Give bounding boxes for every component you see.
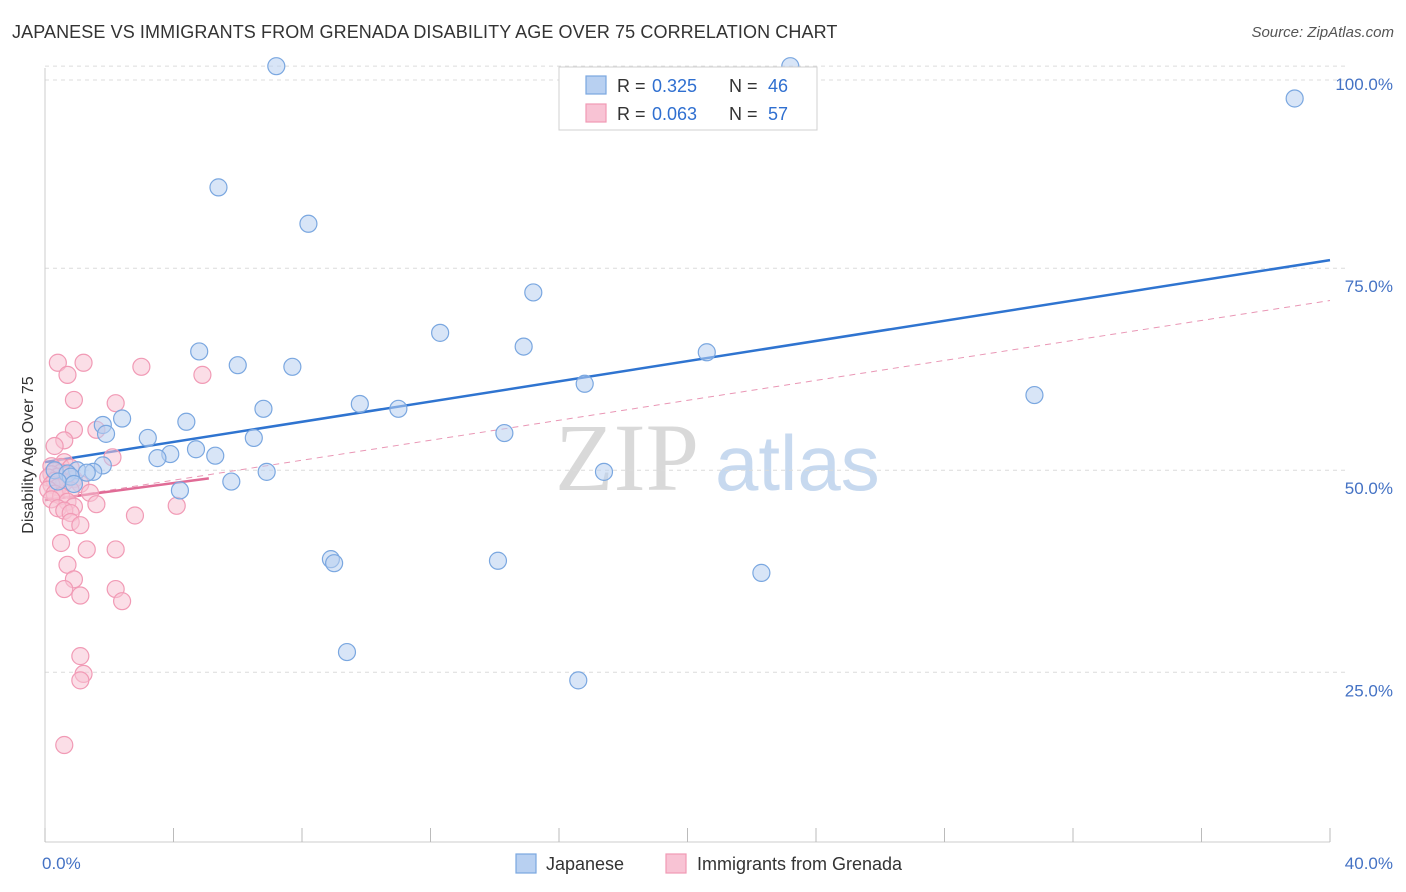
point-grenada-4	[58, 365, 77, 384]
y-tick-label-2: 75.0%	[1345, 277, 1393, 296]
legend-n-value-grenada: 57	[768, 104, 788, 124]
legend-n-label-grenada: N =	[729, 104, 758, 124]
point-japanese-10	[228, 356, 247, 375]
point-japanese-18	[177, 412, 196, 431]
point-japanese-34	[594, 462, 614, 481]
legend-r-value-japanese: 0.325	[652, 76, 697, 96]
y-tick-label-1: 50.0%	[1345, 479, 1393, 498]
point-japanese-26	[206, 446, 225, 465]
legend-swatch-grenada	[585, 103, 607, 123]
point-japanese-23	[244, 428, 263, 448]
point-grenada-56	[55, 735, 74, 755]
point-grenada-6	[64, 390, 84, 410]
axes	[44, 68, 1331, 843]
point-japanese-14	[350, 394, 369, 414]
point-grenada-1	[74, 353, 93, 372]
point-grenada-53	[71, 647, 90, 666]
point-japanese-21	[495, 423, 514, 443]
point-grenada-51	[71, 586, 90, 605]
bottom-legend-swatch-grenada	[665, 853, 687, 874]
point-grenada-3	[193, 365, 212, 384]
point-japanese-46	[569, 671, 588, 690]
legend-r-value-grenada: 0.063	[652, 104, 697, 124]
y-tick-label-0: 25.0%	[1345, 681, 1393, 700]
bottom-legend-label-japanese: Japanese	[546, 854, 624, 874]
bottom-legend-label-grenada: Immigrants from Grenada	[697, 854, 903, 874]
y-axis-title: Disability Age Over 75	[20, 376, 37, 534]
point-japanese-44	[752, 563, 771, 582]
point-grenada-55	[71, 671, 90, 690]
point-japanese-39	[64, 474, 84, 494]
source-label: Source: ZipAtlas.com	[1251, 24, 1394, 41]
point-japanese-6	[431, 323, 450, 342]
point-japanese-38	[222, 472, 241, 491]
point-grenada-2	[132, 357, 151, 376]
point-grenada-5	[106, 394, 125, 413]
point-grenada-39	[167, 496, 186, 515]
x-tick-label-0: 0.0%	[42, 854, 81, 873]
point-grenada-46	[106, 540, 125, 559]
point-japanese-20	[96, 424, 116, 443]
bottom-legend-swatch-japanese	[515, 853, 537, 874]
point-japanese-3	[209, 178, 228, 197]
y-tick-label-3: 100.0%	[1335, 75, 1393, 94]
bottom-legend: Japanese Immigrants from Grenada	[515, 853, 903, 874]
point-grenada-35	[87, 495, 106, 514]
point-japanese-22	[138, 428, 157, 448]
legend-r-label-japanese: R =	[617, 76, 646, 96]
point-japanese-45	[337, 642, 357, 662]
point-japanese-8	[190, 342, 209, 361]
point-grenada-43	[71, 516, 90, 535]
point-japanese-24	[186, 440, 206, 459]
trend-line-grenada-extended	[44, 300, 1331, 501]
point-japanese-27	[148, 449, 167, 468]
point-japanese-2	[1285, 89, 1304, 108]
point-japanese-12	[575, 374, 594, 393]
point-grenada-45	[77, 540, 96, 559]
legend-r-label-grenada: R =	[617, 104, 646, 124]
point-japanese-0	[267, 57, 286, 76]
legend-swatch-japanese	[585, 75, 607, 95]
point-japanese-15	[389, 399, 408, 418]
point-japanese-40	[170, 481, 190, 500]
trend-line-japanese	[44, 258, 1331, 464]
chart-title: JAPANESE VS IMMIGRANTS FROM GRENADA DISA…	[12, 22, 838, 42]
point-japanese-7	[514, 337, 533, 356]
watermark-zip: ZIP	[555, 404, 699, 511]
tick-labels: 25.0% 50.0% 75.0% 100.0% 0.0% 40.0%	[42, 75, 1393, 873]
point-grenada-44	[51, 533, 71, 553]
point-japanese-43	[488, 551, 508, 570]
watermark-atlas: atlas	[715, 419, 880, 507]
point-grenada-52	[112, 592, 132, 611]
data-points	[39, 57, 1304, 755]
point-japanese-11	[283, 357, 302, 376]
x-tick-label-1: 40.0%	[1345, 854, 1393, 873]
point-japanese-4	[299, 214, 318, 233]
point-grenada-41	[125, 506, 145, 525]
point-japanese-37	[48, 472, 67, 491]
point-japanese-42	[325, 554, 344, 573]
legend-n-label-japanese: N =	[729, 76, 758, 96]
point-japanese-13	[1025, 385, 1044, 405]
top-legend: R = 0.325 N = 46 R = 0.063 N = 57	[558, 66, 818, 131]
legend-n-value-japanese: 46	[768, 76, 788, 96]
point-grenada-49	[55, 579, 74, 599]
point-japanese-16	[254, 399, 273, 418]
point-japanese-5	[524, 283, 543, 302]
point-japanese-9	[697, 343, 716, 362]
point-grenada-0	[48, 353, 67, 372]
point-japanese-35	[257, 462, 276, 481]
point-japanese-17	[112, 409, 132, 428]
point-grenada-10	[45, 436, 64, 456]
